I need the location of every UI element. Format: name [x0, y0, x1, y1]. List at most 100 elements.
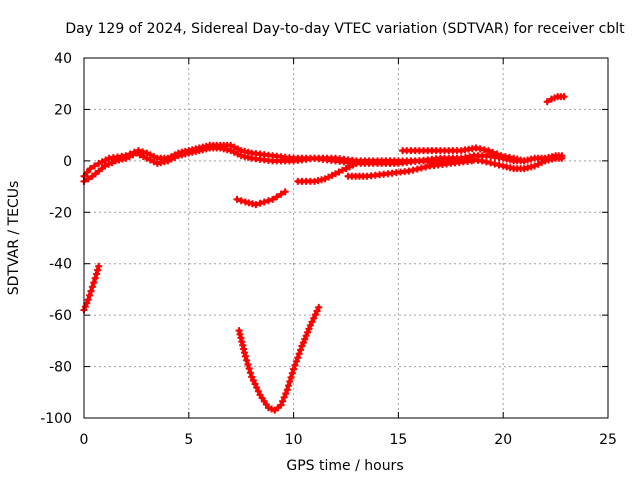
series-seg-d — [233, 188, 289, 209]
data-point — [252, 201, 260, 209]
data-point — [254, 387, 262, 395]
y-tick-label: -60 — [49, 308, 72, 324]
data-point — [478, 157, 486, 165]
data-point — [288, 369, 296, 377]
y-tick-label: 40 — [54, 51, 72, 67]
data-point — [90, 279, 98, 287]
data-point — [295, 350, 303, 358]
data-point — [237, 197, 245, 205]
data-point — [487, 159, 495, 167]
data-point — [87, 287, 95, 295]
data-points — [80, 93, 568, 414]
data-point — [311, 311, 319, 319]
data-point — [84, 175, 92, 183]
data-point — [273, 193, 281, 201]
data-point — [422, 163, 430, 171]
data-point — [86, 165, 94, 173]
data-point — [83, 168, 91, 176]
data-point — [290, 365, 298, 373]
series-main-lower — [80, 144, 566, 185]
data-point — [560, 93, 568, 101]
data-point — [315, 303, 323, 311]
data-point — [84, 296, 92, 304]
data-point — [308, 318, 316, 326]
series-seg-g — [235, 303, 323, 414]
data-point — [264, 197, 272, 205]
x-tick-label: 0 — [80, 432, 89, 448]
y-tick-label: -80 — [49, 360, 72, 376]
data-point — [256, 199, 264, 207]
data-point — [281, 188, 289, 196]
data-point — [297, 346, 305, 354]
x-tick-label: 25 — [599, 432, 617, 448]
data-point — [86, 291, 94, 299]
data-point — [280, 393, 288, 401]
data-point — [249, 376, 257, 384]
data-point — [291, 361, 299, 369]
data-point — [405, 167, 413, 175]
data-point — [409, 166, 417, 174]
y-tick-label: -20 — [49, 205, 72, 221]
data-point — [520, 157, 528, 165]
data-point — [94, 266, 102, 274]
data-point — [93, 270, 101, 278]
data-point — [310, 314, 318, 322]
y-tick-label: 0 — [63, 154, 72, 170]
data-point — [417, 164, 425, 172]
data-point — [90, 162, 98, 170]
data-point — [485, 147, 493, 155]
data-point — [279, 397, 287, 405]
data-point — [489, 148, 497, 156]
data-point — [543, 98, 551, 106]
data-point — [493, 150, 501, 158]
data-point — [292, 357, 300, 365]
data-point — [495, 161, 503, 169]
y-tick-label: -40 — [49, 257, 72, 273]
plot-frame — [83, 57, 609, 419]
data-point — [286, 377, 294, 385]
x-tick-label: 5 — [184, 432, 193, 448]
data-point — [269, 195, 277, 203]
data-point — [285, 382, 293, 390]
x-tick-label: 20 — [494, 432, 512, 448]
y-tick-label: 20 — [54, 102, 72, 118]
data-point — [491, 160, 499, 168]
data-point — [482, 158, 490, 166]
grid — [84, 58, 608, 418]
series-seg-f — [80, 262, 103, 314]
data-point — [277, 190, 285, 198]
data-point — [260, 198, 268, 206]
data-point — [294, 354, 302, 362]
y-axis-label: SDTVAR / TECUs — [6, 181, 22, 296]
data-point — [313, 307, 321, 315]
data-point — [248, 373, 256, 381]
data-point — [253, 384, 261, 392]
x-tick-label: 15 — [389, 432, 407, 448]
data-point — [413, 165, 421, 173]
data-point — [282, 390, 290, 398]
data-point — [306, 321, 314, 329]
axis-ticks: 0 5 10 15 20 25 -100 -80 -60 -40 -20 0 20 40 — [40, 51, 617, 448]
data-point — [277, 401, 285, 409]
series-seg-a — [399, 144, 528, 165]
data-point — [244, 361, 252, 369]
data-point — [95, 262, 103, 270]
chart-title: Day 129 of 2024, Sidereal Day-to-day VTE… — [65, 21, 625, 37]
data-point — [558, 154, 566, 162]
x-tick-label: 10 — [285, 432, 303, 448]
data-point — [352, 159, 360, 167]
series-seg-c — [294, 159, 360, 185]
data-point — [468, 157, 476, 165]
data-point — [233, 195, 241, 203]
data-point — [251, 380, 259, 388]
data-point — [91, 274, 99, 282]
data-point — [243, 356, 251, 364]
data-point — [245, 365, 253, 373]
x-axis-label: GPS time / hours — [286, 458, 403, 474]
data-point — [283, 386, 291, 394]
series-seg-b — [344, 157, 476, 180]
data-point — [246, 369, 254, 377]
data-point — [88, 283, 96, 291]
